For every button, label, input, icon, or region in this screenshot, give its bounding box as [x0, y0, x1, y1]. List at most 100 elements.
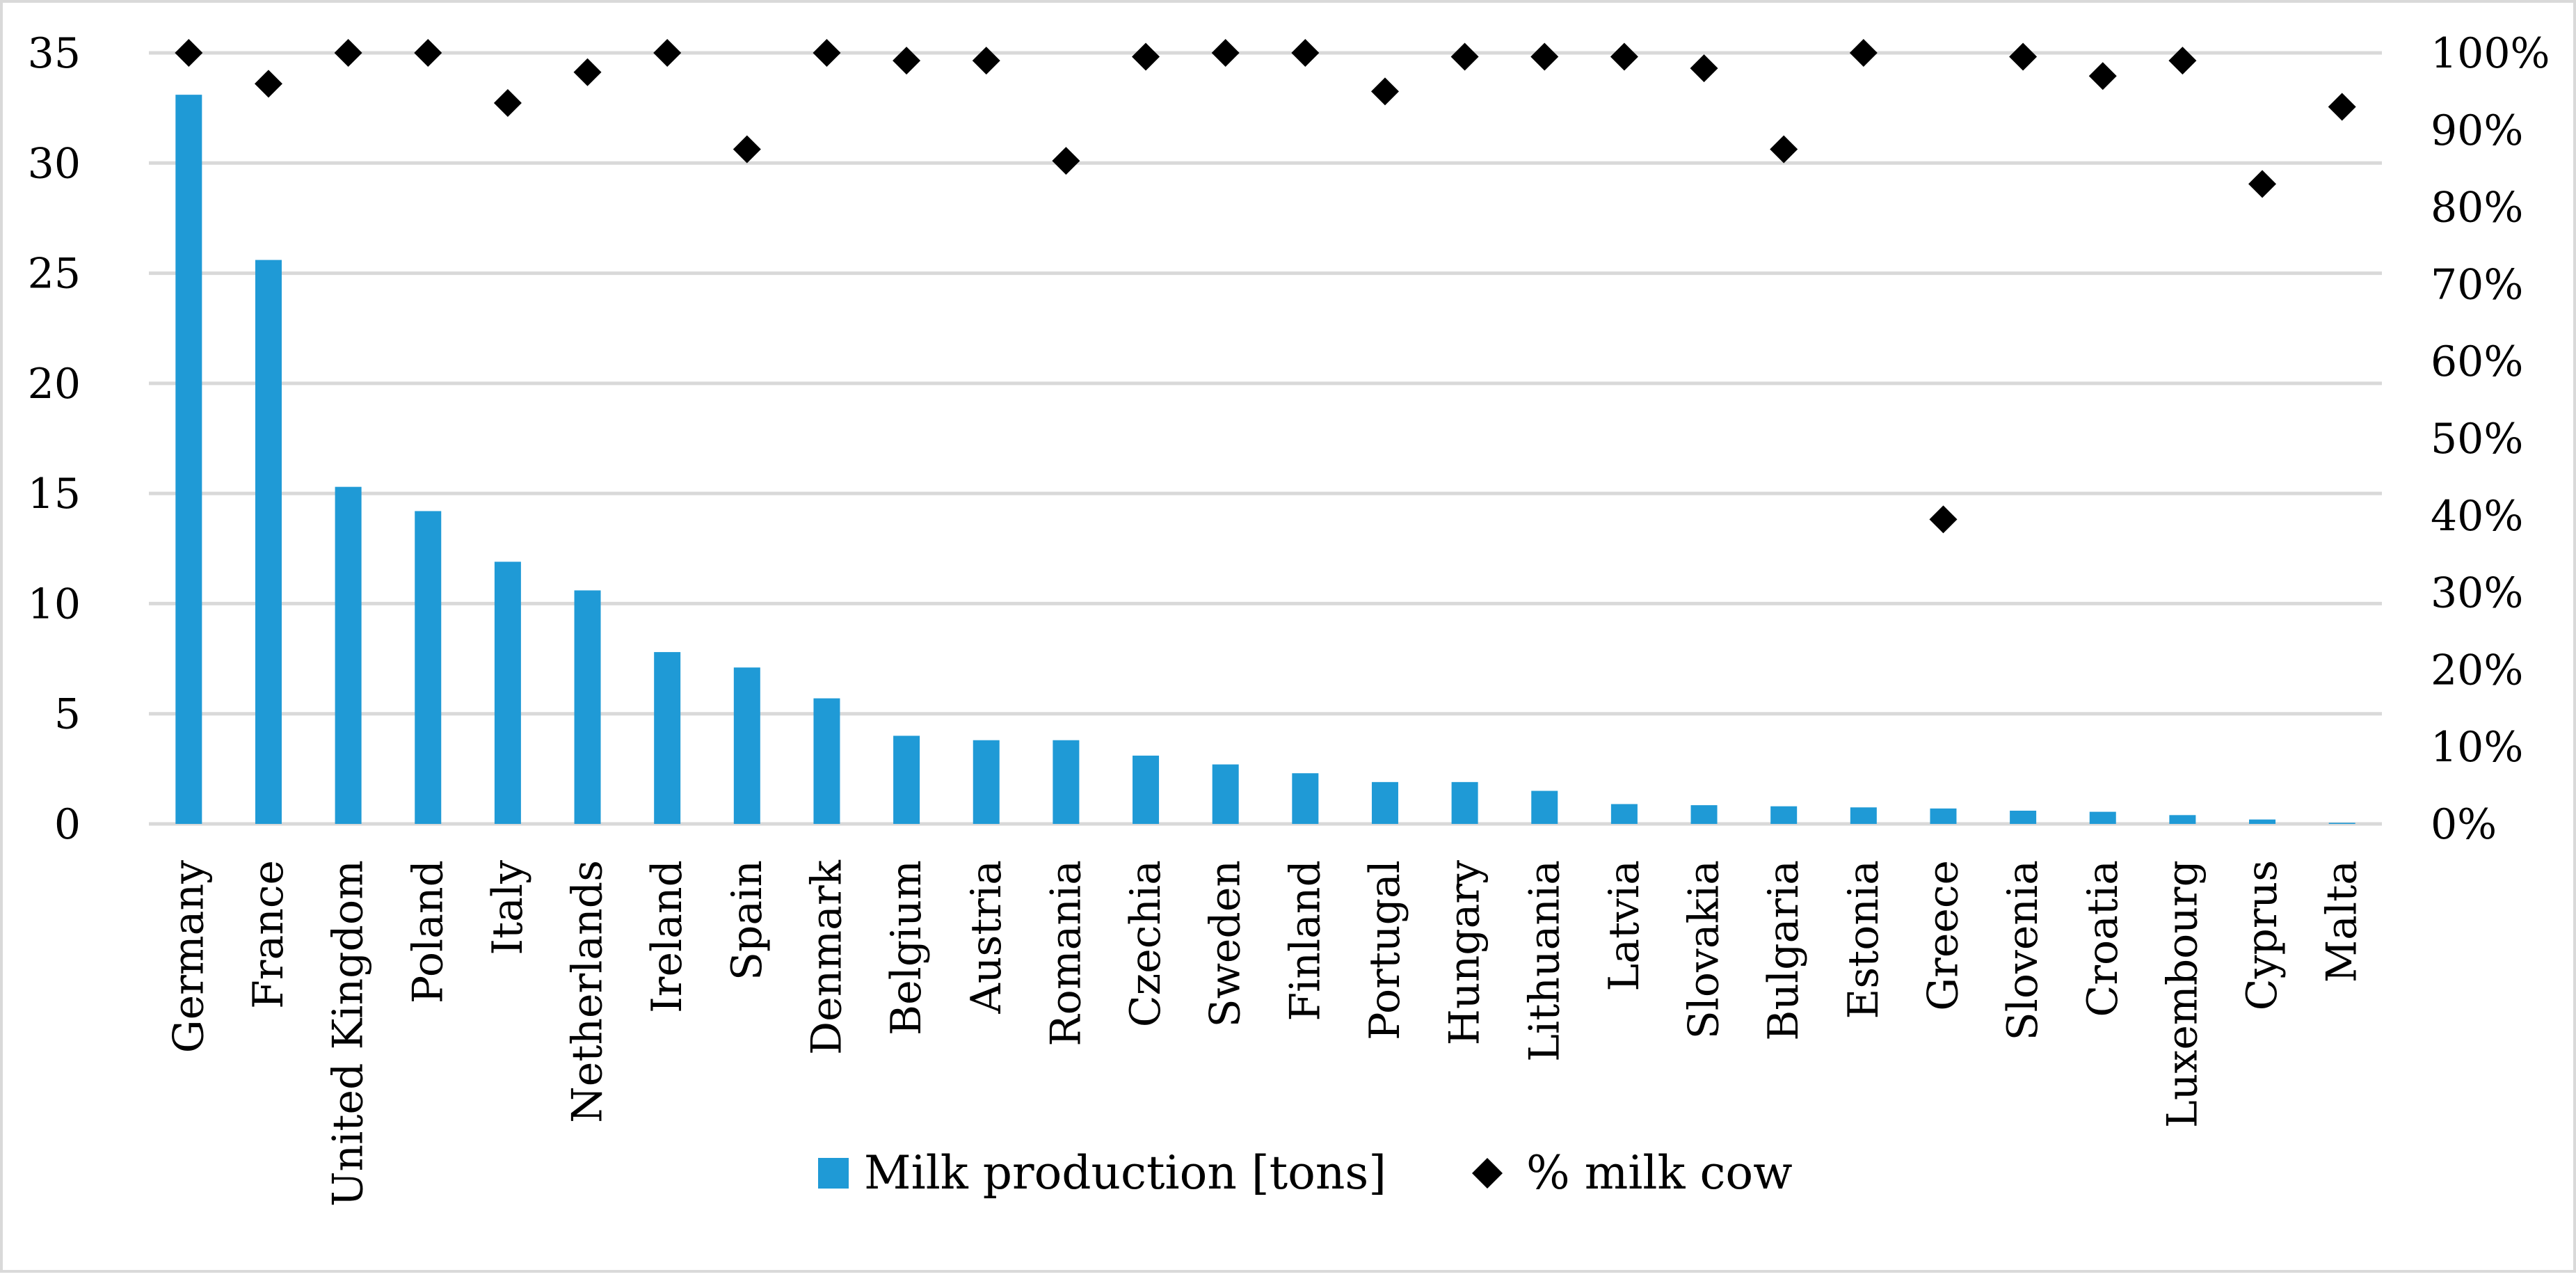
bar — [1770, 806, 1798, 824]
right-axis-tick-label: 90% — [2431, 106, 2523, 155]
scatter-point — [254, 70, 282, 98]
category-label: Cyprus — [2238, 860, 2287, 1010]
scatter-point — [972, 47, 1000, 75]
scatter-point — [1610, 42, 1638, 71]
bar — [2169, 815, 2196, 824]
category-label: Netherlands — [563, 860, 612, 1123]
scatter-point — [1211, 39, 1240, 67]
left-axis-tick-label: 20 — [28, 360, 81, 408]
scatter-point — [1450, 42, 1479, 71]
scatter-point — [813, 39, 841, 67]
category-label: France — [244, 860, 293, 1009]
bar — [2328, 823, 2355, 824]
category-label: Sweden — [1201, 860, 1250, 1028]
left-axis: 0 5 10 15 20 25 30 35 — [28, 29, 81, 849]
category-label: Slovenia — [1999, 860, 2047, 1040]
right-axis-tick-label: 70% — [2431, 260, 2523, 309]
bar — [1133, 755, 1160, 824]
legend: Milk production [tons] % milk cow — [818, 1146, 1793, 1200]
scatter-point — [1690, 54, 1718, 83]
legend-label-bar: Milk production [tons] — [864, 1146, 1386, 1200]
scatter-point — [2088, 62, 2117, 90]
right-axis-tick-label: 0% — [2431, 800, 2497, 849]
left-axis-tick-label: 10 — [28, 580, 81, 628]
category-label: Austria — [962, 860, 1011, 1015]
category-label: Ireland — [643, 860, 691, 1013]
category-label: Slovakia — [1680, 860, 1729, 1039]
scatter-point — [893, 47, 921, 75]
bar — [973, 740, 1000, 824]
category-label: Germany — [164, 860, 213, 1053]
bar — [335, 486, 362, 824]
bar — [2089, 811, 2116, 824]
bar — [1531, 791, 1558, 824]
right-axis-tick-label: 60% — [2431, 337, 2523, 386]
scatter-point — [2168, 47, 2197, 75]
left-axis-tick-label: 35 — [28, 29, 81, 78]
category-label: Croatia — [2079, 860, 2127, 1017]
legend-label-diamond: % milk cow — [1526, 1146, 1793, 1200]
category-label: Greece — [1919, 860, 1967, 1011]
scatter-point — [1052, 147, 1080, 175]
bar — [893, 736, 920, 824]
category-label: Hungary — [1441, 860, 1489, 1045]
category-label: Spain — [723, 860, 771, 980]
bar — [1930, 808, 1957, 824]
left-axis-tick-label: 5 — [54, 690, 81, 739]
bar — [2010, 811, 2037, 824]
left-axis-tick-label: 0 — [54, 800, 81, 849]
category-label: Czechia — [1121, 860, 1170, 1027]
right-axis-tick-label: 10% — [2431, 723, 2523, 772]
bar — [1053, 740, 1080, 824]
category-label: Denmark — [802, 859, 851, 1055]
category-label: Italy — [483, 860, 532, 955]
scatter-point — [1770, 135, 1798, 164]
chart-canvas: 0 5 10 15 20 25 30 35 0% 10% 20% 30% 40% 50% 60% 70% 80… — [28, 29, 2550, 1207]
gridlines — [149, 51, 2382, 826]
category-label: Latvia — [1600, 860, 1649, 992]
bar — [1212, 764, 1239, 824]
scatter-point — [1370, 77, 1399, 106]
scatter-point — [2248, 170, 2277, 198]
bar — [813, 698, 840, 824]
left-axis-tick-label: 25 — [28, 250, 81, 299]
category-label: Luxembourg — [2158, 860, 2207, 1128]
scatter-point — [334, 39, 362, 67]
category-label: Estonia — [1839, 860, 1888, 1019]
right-axis: 0% 10% 20% 30% 40% 50% 60% 70% 80% 90% 100% — [2431, 29, 2550, 849]
scatter-point — [2328, 93, 2356, 121]
bar — [1690, 805, 1718, 824]
category-label: Romania — [1041, 860, 1090, 1047]
scatter-point — [1132, 42, 1160, 71]
bar — [1610, 804, 1638, 824]
scatter-point — [175, 39, 203, 67]
bar — [654, 652, 681, 824]
right-axis-tick-label: 100% — [2431, 29, 2550, 78]
scatter-point — [2009, 42, 2038, 71]
right-axis-tick-label: 80% — [2431, 184, 2523, 232]
scatter-point — [493, 89, 522, 118]
bar — [1850, 807, 1877, 824]
bar — [175, 95, 202, 825]
bar — [2249, 819, 2276, 824]
right-axis-tick-label: 30% — [2431, 569, 2523, 618]
category-label: Belgium — [882, 860, 931, 1035]
right-axis-tick-label: 50% — [2431, 415, 2523, 463]
bar — [733, 667, 760, 824]
scatter-point — [1929, 505, 1958, 534]
category-label: Bulgaria — [1759, 860, 1808, 1041]
bar — [415, 511, 442, 824]
category-axis: Germany France United Kingdom Poland Italy Ne… — [164, 859, 2366, 1207]
scatter-point — [1849, 39, 1878, 67]
bar — [1371, 781, 1398, 824]
legend-swatch-diamond — [1472, 1158, 1503, 1189]
scatter-series — [175, 39, 2356, 534]
bar — [255, 260, 282, 824]
left-axis-tick-label: 15 — [28, 470, 81, 518]
bar — [574, 590, 601, 824]
legend-swatch-bar — [818, 1158, 849, 1189]
category-label: Lithuania — [1520, 860, 1569, 1062]
left-axis-tick-label: 30 — [28, 139, 81, 188]
right-axis-tick-label: 40% — [2431, 492, 2523, 541]
